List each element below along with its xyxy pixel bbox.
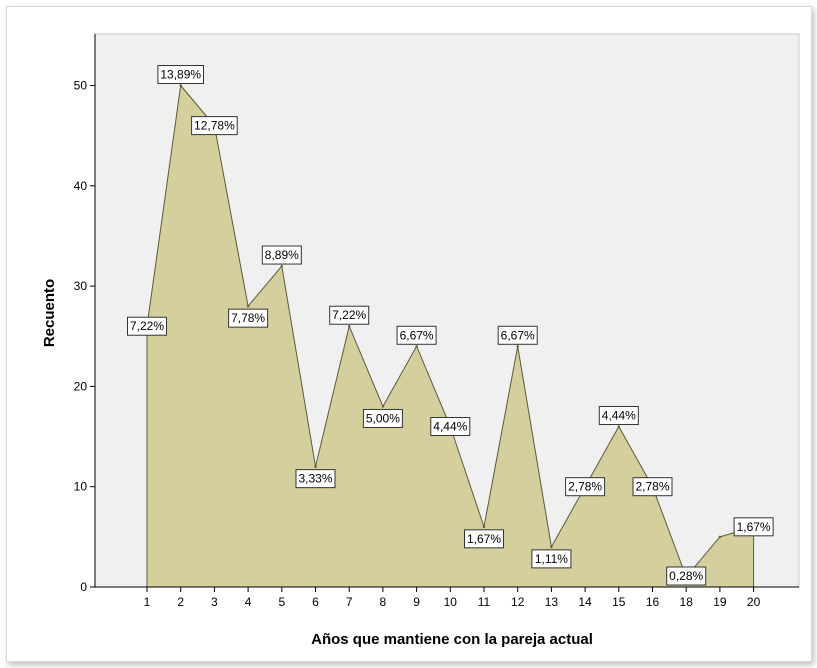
svg-text:2,78%: 2,78% [568,480,602,494]
svg-text:1,67%: 1,67% [467,532,501,546]
data-point [482,525,486,529]
data-point [718,535,722,539]
svg-text:5,00%: 5,00% [366,411,400,425]
x-tick-label: 18 [680,595,694,609]
data-label: 12,78% [191,116,238,136]
data-label: 4,44% [598,406,639,426]
data-point [617,425,620,428]
data-point [516,345,519,348]
x-tick-label: 11 [478,595,491,609]
data-point [280,264,283,268]
data-label: 6,67% [396,325,437,345]
x-tick-label: 9 [413,595,420,609]
data-label: 13,89% [157,65,204,84]
x-tick-label: 3 [211,595,218,609]
data-point [179,84,182,87]
svg-text:7,78%: 7,78% [231,311,265,325]
x-tick-label: 19 [713,595,727,609]
data-label: 2,78% [565,477,606,497]
svg-text:12,78%: 12,78% [194,119,235,133]
area-series [146,85,755,588]
x-tick-label: 12 [511,595,525,609]
x-tick-label: 4 [245,595,252,609]
x-tick-label: 20 [747,595,761,609]
data-label: 0,28% [666,566,707,586]
x-tick-label: 10 [444,595,458,609]
data-point [348,325,351,328]
svg-text:6,67%: 6,67% [400,328,434,342]
data-label: 4,44% [430,417,471,437]
svg-text:4,44%: 4,44% [433,420,467,434]
x-tick-label: 14 [578,595,592,609]
svg-text:1,67%: 1,67% [737,520,771,534]
svg-text:2,78%: 2,78% [635,480,669,494]
svg-text:6,67%: 6,67% [501,328,535,342]
chart-frame: 0 10 20 30 40 50 1 2 3 4 5 6 7 8 9 10 11 12 13 14 15 16 18 19 20… [6,6,812,662]
svg-text:4,44%: 4,44% [602,409,636,423]
x-tick-label: 7 [346,595,353,609]
y-tick-label: 40 [74,179,88,193]
svg-text:3,33%: 3,33% [298,472,332,486]
y-tick-label: 10 [74,480,88,494]
data-label: 1,67% [733,517,774,537]
x-axis-title: Años que mantiene con la pareja actual [311,631,593,648]
data-point [381,405,385,408]
data-point [314,465,317,468]
x-tick-label: 5 [278,595,285,609]
y-axis-title: Recuento [41,279,58,347]
svg-text:7,22%: 7,22% [332,308,366,322]
data-point [246,304,250,308]
svg-text:8,89%: 8,89% [265,248,299,262]
y-tick-label: 30 [74,279,88,293]
x-tick-label: 6 [312,595,319,609]
x-tick-label: 2 [177,595,184,609]
y-tick-label: 50 [74,79,88,93]
data-point [550,545,553,549]
data-label: 5,00% [362,408,403,428]
data-label: 8,89% [261,245,302,265]
x-tick-label: 8 [380,595,387,609]
x-tick-label: 13 [545,595,559,609]
data-label: 2,78% [632,477,673,497]
x-tick-label: 1 [144,595,151,609]
data-label: 7,78% [228,308,269,328]
data-label: 6,67% [497,325,538,345]
x-tick-label: 15 [612,595,626,609]
svg-text:1,11%: 1,11% [535,552,568,566]
data-label: 3,33% [295,469,336,489]
x-tick-label: 16 [646,595,660,609]
svg-text:7,22%: 7,22% [130,319,164,333]
y-tick-label: 0 [80,580,87,594]
svg-text:13,89%: 13,89% [160,68,201,82]
data-point [415,345,418,348]
data-label: 7,22% [329,305,370,325]
data-label: 1,11% [531,549,572,569]
y-tick-label: 20 [74,379,88,393]
svg-text:0,28%: 0,28% [669,569,703,583]
data-label: 1,67% [464,529,504,549]
data-label: 7,22% [127,316,167,336]
